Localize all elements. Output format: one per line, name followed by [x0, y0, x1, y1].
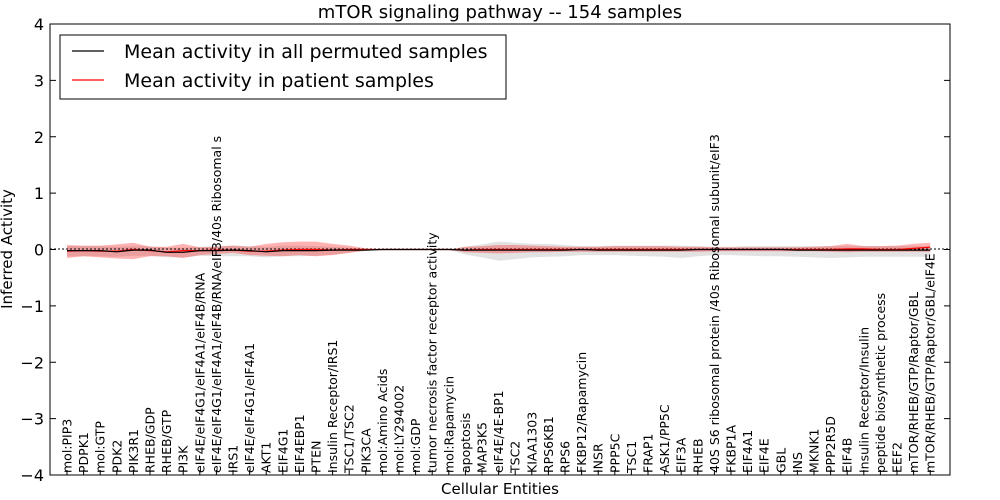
x-tick-label: eIF4E/eIF4G1/eIF4A1 [242, 343, 257, 473]
x-tick-label: RPS6 [558, 441, 573, 473]
y-tick-label: −2 [20, 353, 44, 372]
x-tick-label: PIK3R1 [126, 429, 141, 473]
x-tick-label: eIF4E/4E-BP1 [491, 390, 506, 473]
x-tick-label: mol:Amino Acids [375, 369, 390, 473]
x-tick-label: EIF4E [757, 438, 772, 473]
x-tick-label: FRAP1 [641, 434, 656, 473]
x-tick-label: peptide biosynthetic process [873, 293, 888, 473]
x-tick-label: TSC2 [508, 441, 523, 474]
x-tick-label: apoptosis [458, 413, 473, 473]
x-tick-label: IRS1 [226, 445, 241, 473]
x-tick-label: EIF4B [840, 438, 855, 473]
x-tick-label: PDK2 [109, 440, 124, 473]
series-lines [66, 246, 931, 253]
x-tick-label: PTEN [309, 441, 324, 473]
y-axis-title: Inferred Activity [0, 189, 16, 309]
x-tick-label: EEF2 [890, 442, 905, 473]
y-tick-label: −3 [20, 410, 44, 429]
x-tick-label: mTOR/RHEB/GTP/Raptor/GBL [906, 292, 921, 473]
x-tick-label: MKNK1 [807, 429, 822, 473]
x-tick-label: EIF4A1 [740, 430, 755, 473]
x-tick-label: eIF4E/eIF4G1/eIF4A1/eIF4B/RNA/eIF3/40s R… [209, 136, 224, 473]
x-tick-label: MAP3K5 [475, 422, 490, 473]
y-tick-label: 2 [34, 128, 44, 147]
x-axis-title: Cellular Entities [441, 480, 559, 498]
x-tick-label: mTOR/RHEB/GTP/Raptor/GBL/eIF4E [923, 253, 938, 473]
x-tick-label: PDPK1 [76, 432, 91, 473]
y-tick-label: 0 [34, 241, 44, 260]
line-permuted-mean [67, 248, 931, 253]
x-tick-label: RPS6KB1 [541, 416, 556, 473]
legend-label-patient: Mean activity in patient samples [124, 70, 434, 92]
x-tick-label: EIF4G1 [275, 429, 290, 473]
x-tick-label: eIF4E/eIF4G1/eIF4A1/eIF4B/RNA [192, 272, 207, 473]
y-axis-ticks: −4 −3 −2 −1 0 1 2 3 4 [20, 15, 950, 485]
y-tick-label: 1 [34, 184, 44, 203]
x-tick-label: RHEB [690, 438, 705, 473]
x-tick-label: 40S S6 ribosomal protein /40s Ribosomal … [707, 134, 722, 473]
plot-frame [49, 23, 951, 476]
x-tick-label: EIF4EBP1 [292, 414, 307, 473]
x-tick-label: KIAA1303 [524, 412, 539, 473]
x-tick-label: mol:GDP [408, 418, 423, 473]
legend-label-permuted: Mean activity in all permuted samples [124, 41, 487, 63]
x-tick-label: TSC1 [624, 441, 639, 474]
y-tick-label: 4 [34, 15, 44, 34]
y-tick-label: 3 [34, 71, 44, 90]
x-tick-label: EIF3A [674, 437, 689, 473]
x-tick-label: mol:PIP3 [60, 419, 75, 473]
x-tick-label: PIK3CA [358, 428, 373, 473]
x-tick-label: AKT1 [259, 442, 274, 473]
x-tick-label: tumor necrosis factor receptor activity [425, 232, 440, 473]
x-axis-category-labels: mol:PIP3 PDPK1 mol:GTP PDK2 PIK3R1 RHEB/GDP RH… [60, 134, 938, 475]
x-tick-label: FKBP1A [724, 425, 739, 473]
legend-box [59, 34, 507, 100]
x-tick-label: INSR [591, 443, 606, 473]
x-tick-label: PI3K [176, 445, 191, 473]
y-tick-label: −1 [20, 297, 44, 316]
x-tick-label: FKBP12/Rapamycin [574, 352, 589, 473]
x-tick-label: RHEB/GTP [159, 409, 174, 473]
x-tick-label: ASK1/PP5C [657, 404, 672, 473]
legend: Mean activity in all permuted samples Me… [59, 34, 507, 100]
x-tick-label: mol:Rapamycin [441, 376, 456, 473]
chart-title: mTOR signaling pathway -- 154 samples [318, 2, 682, 23]
x-tick-label: Insulin Receptor/IRS1 [325, 340, 340, 473]
y-tick-label: −4 [20, 466, 44, 485]
x-tick-label: mol:LY294002 [392, 385, 407, 473]
band-permuted [67, 241, 931, 261]
x-tick-label: GBL [773, 448, 788, 473]
x-tick-label: PPP2R5D [823, 416, 838, 473]
x-tick-label: TSC1/TSC2 [342, 404, 357, 474]
x-tick-label: Insulin Receptor/Insulin [856, 327, 871, 473]
x-tick-label: RHEB/GDP [143, 407, 158, 473]
x-tick-label: mol:GTP [93, 421, 108, 473]
x-tick-label: PPP5C [607, 433, 622, 473]
x-tick-label: INS [790, 452, 805, 473]
